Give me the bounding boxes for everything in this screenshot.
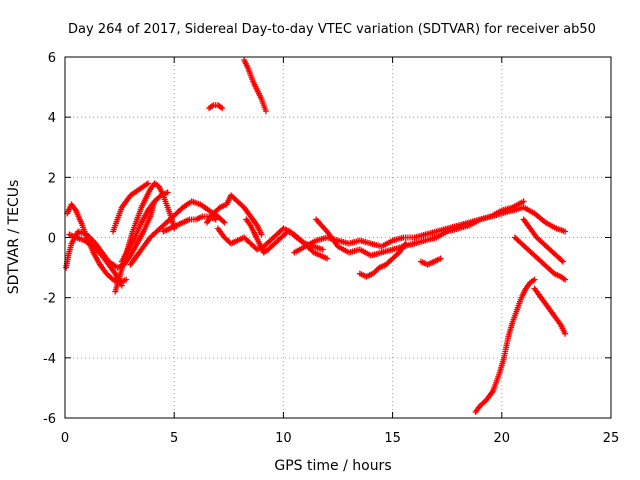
x-tick-label: 0 (61, 431, 69, 446)
x-axis-label: GPS time / hours (274, 458, 391, 474)
series-arc-5 (110, 180, 151, 235)
y-tick-label: 2 (48, 171, 56, 186)
scatter-marks (203, 192, 265, 238)
scatter-marks (417, 255, 444, 268)
grid-layer (65, 57, 611, 418)
series-arc-17 (417, 255, 444, 268)
x-tick-label: 5 (170, 431, 178, 446)
scatter-marks (110, 180, 151, 235)
scatter-marks (241, 57, 269, 115)
x-tick-label: 15 (384, 431, 401, 446)
series-arc-19 (520, 216, 566, 265)
series-arc-15 (313, 198, 527, 259)
scatter-marks (356, 240, 409, 280)
scatter-marks (118, 189, 171, 265)
series-arc-18 (511, 234, 569, 283)
y-axis-label: SDTVAR / TECUs (6, 180, 22, 295)
scatter-marks (472, 276, 538, 415)
y-tick-label: 6 (48, 51, 56, 66)
series-arc-13 (241, 57, 269, 115)
scatter-marks (511, 234, 569, 283)
y-tick-label: -6 (43, 412, 56, 427)
x-tick-label: 20 (494, 431, 511, 446)
series-arc-12 (206, 102, 226, 112)
scatter-marks (313, 198, 527, 259)
series-arc-6 (118, 189, 171, 265)
y-tick-label: -2 (43, 292, 56, 307)
series-arc-21 (531, 285, 569, 337)
y-tick-label: 4 (48, 111, 56, 126)
scatter-marks (63, 198, 158, 271)
x-tick-label: 25 (603, 431, 620, 446)
scatter-marks (520, 216, 566, 265)
ticks-layer: 0 5 10 15 20 25 -6 -4 -2 0 2 4 6 (43, 51, 619, 446)
series-arc-3 (63, 198, 158, 271)
y-tick-label: 0 (48, 232, 56, 247)
points-layer (63, 57, 569, 415)
y-tick-label: -4 (43, 352, 56, 367)
chart-title: Day 264 of 2017, Sidereal Day-to-day VTE… (68, 22, 596, 37)
scatter-marks (531, 285, 569, 337)
series-arc-16 (356, 240, 409, 280)
series-arc-9 (203, 192, 265, 238)
scatter-marks (206, 102, 226, 112)
series-arc-20 (472, 276, 538, 415)
x-tick-label: 10 (275, 431, 292, 446)
